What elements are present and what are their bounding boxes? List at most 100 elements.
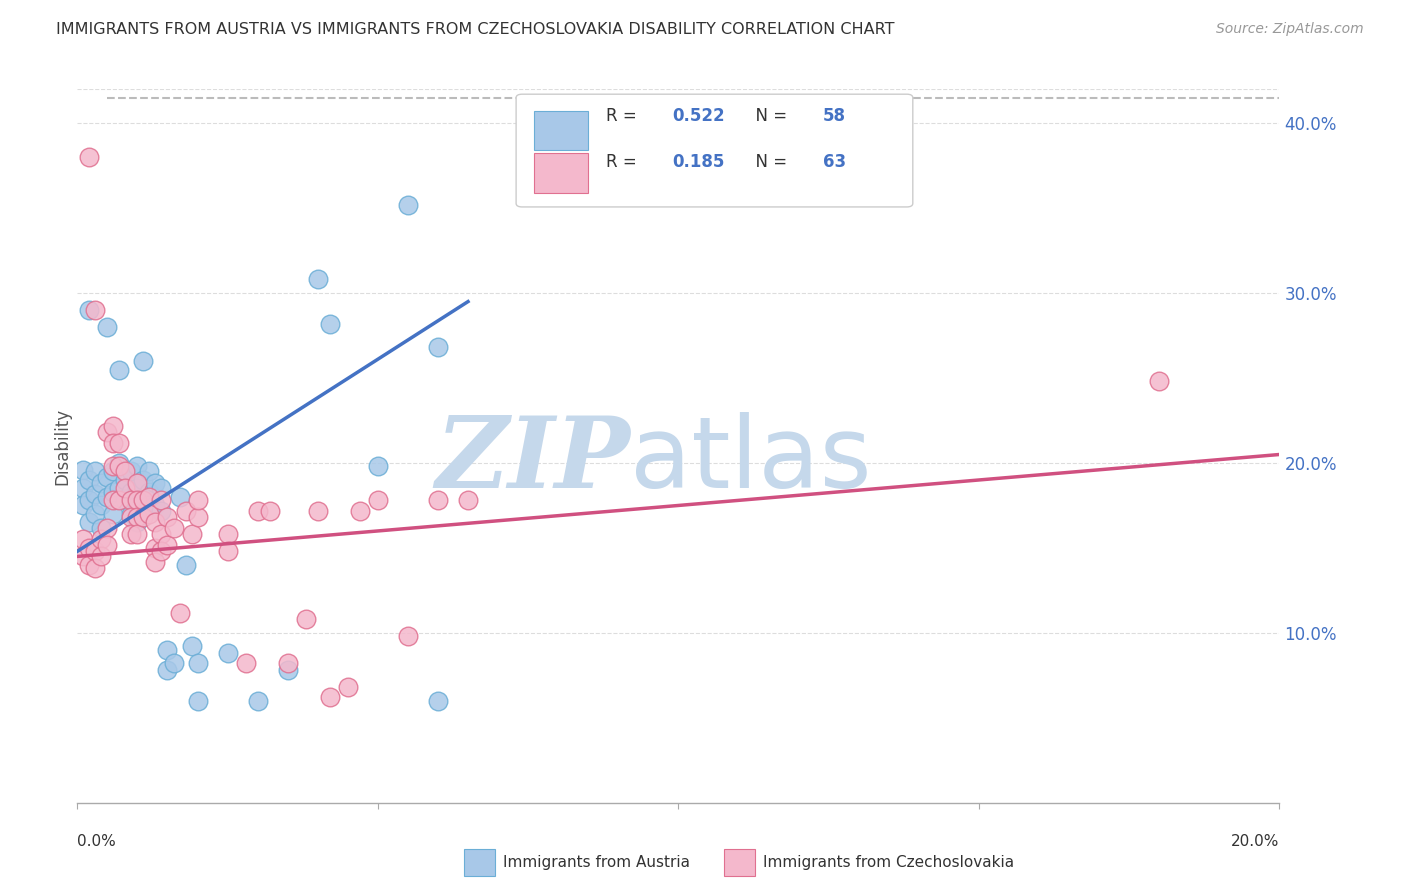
Point — [108, 435, 131, 450]
Point — [367, 459, 389, 474]
Point — [103, 493, 125, 508]
FancyBboxPatch shape — [534, 153, 588, 193]
Text: Immigrants from Austria: Immigrants from Austria — [503, 855, 690, 870]
Text: R =: R = — [606, 107, 643, 125]
Point — [150, 503, 173, 517]
Point — [150, 482, 173, 496]
Point — [84, 486, 107, 500]
Point — [186, 493, 209, 508]
Text: 63: 63 — [823, 153, 846, 171]
Point — [150, 544, 173, 558]
Point — [120, 510, 142, 524]
Point — [156, 537, 179, 551]
Point — [427, 694, 450, 708]
Text: N =: N = — [745, 107, 792, 125]
Point — [145, 555, 167, 569]
Y-axis label: Disability: Disability — [53, 408, 72, 484]
Text: atlas: atlas — [630, 412, 872, 508]
FancyBboxPatch shape — [534, 111, 588, 150]
Point — [120, 465, 142, 479]
Point — [145, 516, 167, 530]
Point — [84, 544, 107, 558]
Point — [336, 680, 359, 694]
Point — [84, 303, 107, 318]
Point — [217, 646, 239, 660]
Point — [108, 456, 131, 470]
Point — [79, 473, 101, 487]
Point — [396, 629, 419, 643]
Text: 20.0%: 20.0% — [1232, 834, 1279, 849]
Point — [114, 482, 136, 496]
Point — [307, 503, 329, 517]
Point — [90, 476, 112, 491]
Point — [84, 465, 107, 479]
Point — [84, 507, 107, 521]
Point — [319, 690, 342, 705]
Point — [156, 663, 179, 677]
Point — [427, 341, 450, 355]
Text: 0.0%: 0.0% — [77, 834, 117, 849]
Text: Immigrants from Czechoslovakia: Immigrants from Czechoslovakia — [763, 855, 1015, 870]
Point — [127, 459, 149, 474]
Point — [169, 490, 191, 504]
Point — [162, 520, 184, 534]
Point — [367, 493, 389, 508]
Point — [79, 516, 101, 530]
Point — [90, 549, 112, 564]
Point — [427, 493, 450, 508]
Point — [145, 499, 167, 513]
Point — [79, 558, 101, 572]
Point — [127, 516, 149, 530]
Point — [1149, 375, 1171, 389]
Point — [103, 418, 125, 433]
Point — [349, 503, 371, 517]
Point — [127, 476, 149, 491]
Point — [186, 657, 209, 671]
Point — [150, 493, 173, 508]
Point — [169, 606, 191, 620]
Point — [246, 694, 269, 708]
Point — [319, 317, 342, 331]
Point — [96, 537, 118, 551]
Point — [132, 493, 155, 508]
Text: 58: 58 — [823, 107, 845, 125]
Point — [132, 473, 155, 487]
Point — [114, 493, 136, 508]
Point — [217, 527, 239, 541]
Point — [277, 657, 299, 671]
Point — [150, 527, 173, 541]
Point — [138, 490, 160, 504]
Point — [120, 507, 142, 521]
Point — [127, 510, 149, 524]
Point — [103, 465, 125, 479]
Point — [120, 493, 142, 508]
Point — [108, 459, 131, 474]
Point — [96, 320, 118, 334]
Point — [103, 435, 125, 450]
Point — [103, 507, 125, 521]
Point — [90, 533, 112, 547]
Point — [84, 561, 107, 575]
Point — [114, 473, 136, 487]
Point — [186, 510, 209, 524]
Point — [174, 503, 197, 517]
Point — [96, 425, 118, 440]
Point — [79, 493, 101, 508]
Point — [79, 150, 101, 164]
Text: IMMIGRANTS FROM AUSTRIA VS IMMIGRANTS FROM CZECHOSLOVAKIA DISABILITY CORRELATION: IMMIGRANTS FROM AUSTRIA VS IMMIGRANTS FR… — [56, 22, 894, 37]
Point — [138, 484, 160, 499]
Text: 0.522: 0.522 — [672, 107, 725, 125]
Point — [114, 465, 136, 479]
Point — [138, 499, 160, 513]
Point — [72, 463, 94, 477]
Text: ZIP: ZIP — [436, 412, 630, 508]
Point — [186, 694, 209, 708]
Point — [132, 354, 155, 368]
Point — [396, 198, 419, 212]
Point — [217, 544, 239, 558]
Point — [90, 520, 112, 534]
Point — [132, 493, 155, 508]
Point — [162, 657, 184, 671]
Text: Source: ZipAtlas.com: Source: ZipAtlas.com — [1216, 22, 1364, 37]
Point — [120, 527, 142, 541]
